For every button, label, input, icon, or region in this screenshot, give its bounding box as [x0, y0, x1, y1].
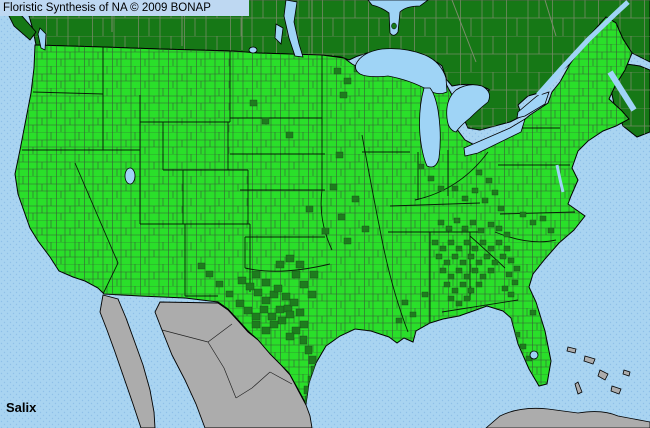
- puget-sound: [37, 27, 47, 51]
- bahamas-island: [566, 346, 577, 354]
- baja-california: [99, 294, 156, 428]
- bahamas-island: [574, 381, 583, 395]
- dark-green-counties: [197, 65, 555, 404]
- lake-ontario: [516, 91, 550, 119]
- bahamas-island: [622, 369, 631, 377]
- lake-of-the-woods: [248, 46, 258, 54]
- canada-region: [5, 0, 650, 138]
- st-lawrence-river: [536, 0, 630, 97]
- mexico-region: [99, 294, 313, 428]
- map-title-bar: Floristic Synthesis of NA © 2009 BONAP: [0, 0, 249, 16]
- lake-okeechobee: [529, 350, 539, 360]
- water-features: [37, 0, 637, 360]
- akimiski-island: [391, 22, 397, 30]
- lake-winnipeg: [283, 0, 304, 58]
- species-label: Salix: [6, 400, 37, 415]
- chesapeake-bay: [555, 164, 565, 193]
- bahamas-island: [610, 385, 622, 395]
- usa-region: [14, 16, 633, 405]
- mexico-state-borders: [161, 323, 293, 399]
- map-title: Floristic Synthesis of NA © 2009 BONAP: [3, 2, 211, 14]
- lake-erie: [463, 118, 526, 157]
- great-salt-lake: [124, 167, 136, 185]
- lake-michigan: [419, 87, 441, 168]
- province-borders: [111, 0, 557, 63]
- island-regions: [485, 346, 650, 428]
- bay-of-fundy: [607, 70, 637, 112]
- lake-huron: [446, 84, 490, 133]
- bahamas-island: [583, 355, 596, 365]
- lake-manitoba: [274, 23, 284, 45]
- hudson-james-bay: [367, 0, 429, 36]
- bahamas-island: [597, 369, 609, 381]
- state-borders: [22, 47, 576, 333]
- lake-superior: [355, 48, 448, 94]
- cuba: [485, 407, 650, 428]
